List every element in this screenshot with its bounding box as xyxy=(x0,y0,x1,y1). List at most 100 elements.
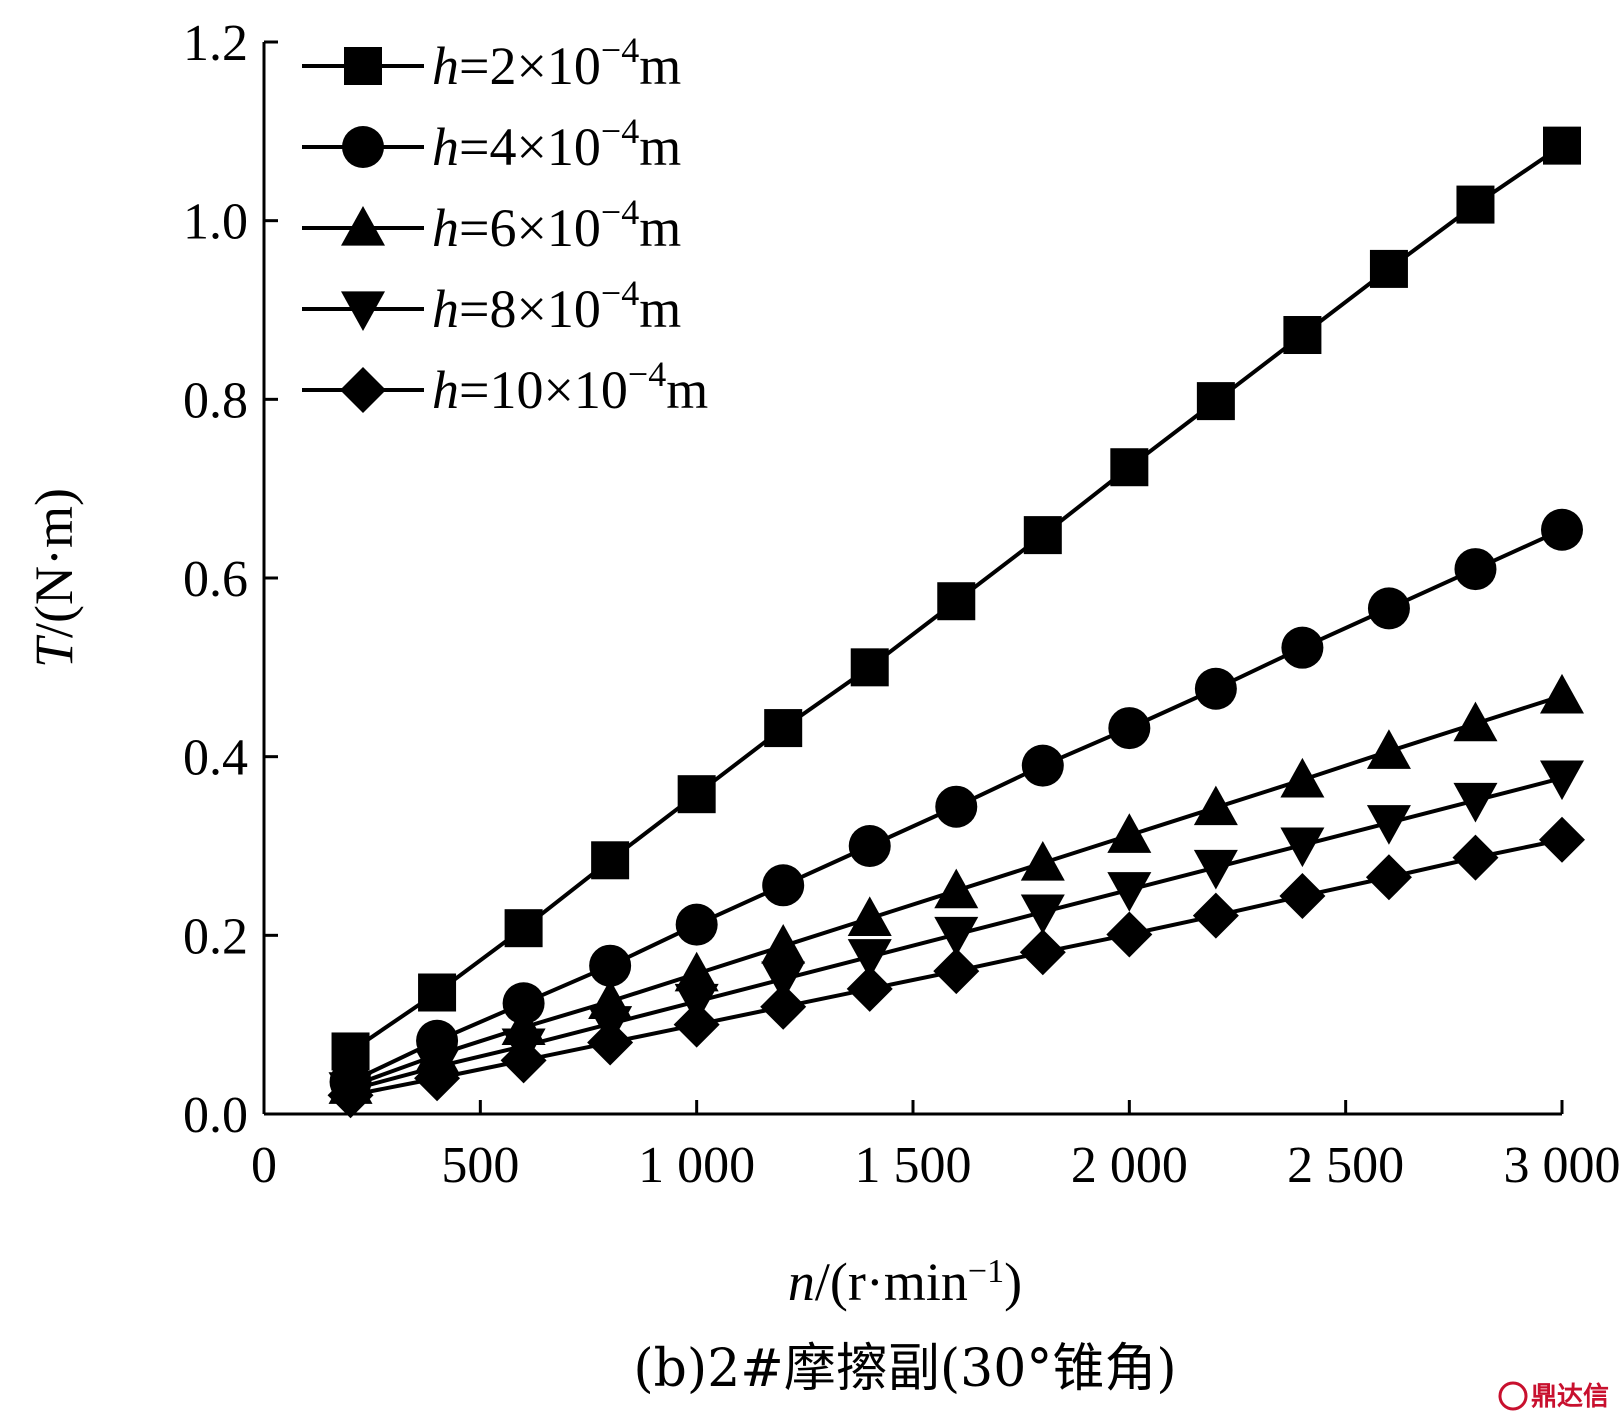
data-point xyxy=(1019,929,1066,976)
data-point xyxy=(764,709,803,748)
y-tick-label: 0.6 xyxy=(183,551,248,608)
figure-caption: (b)2#摩擦副(30°锥角) xyxy=(633,1339,1176,1399)
data-point xyxy=(1107,813,1152,853)
data-point xyxy=(1366,805,1411,845)
x-tick-label: 2 500 xyxy=(1287,1137,1404,1194)
data-point xyxy=(1196,382,1235,421)
y-tick-label: 0.4 xyxy=(183,730,248,787)
series-5 xyxy=(327,816,1585,1119)
x-tick-label: 0 xyxy=(251,1137,277,1194)
data-point xyxy=(1456,185,1495,224)
data-point xyxy=(502,982,545,1025)
x-tick-label: 3 000 xyxy=(1504,1137,1621,1194)
data-point xyxy=(674,951,719,992)
data-point xyxy=(500,1037,547,1084)
series-group xyxy=(327,126,1585,1119)
data-point xyxy=(1279,873,1326,920)
data-point xyxy=(1283,316,1322,355)
data-point xyxy=(761,924,806,964)
data-point xyxy=(504,909,543,948)
data-point xyxy=(1367,587,1410,630)
legend-item: h=10×10−4m xyxy=(302,354,708,420)
legend-label: h=2×10−4m xyxy=(432,30,681,96)
data-point xyxy=(418,973,457,1012)
x-tick-label: 500 xyxy=(441,1137,519,1194)
y-axis-title: T/(N·m) xyxy=(24,488,84,668)
x-axis-title: n/(r·min−1) xyxy=(788,1252,1022,1312)
series-1 xyxy=(331,126,1581,1071)
data-point xyxy=(677,775,716,814)
data-point xyxy=(935,785,978,828)
data-point xyxy=(1193,849,1238,890)
data-point xyxy=(1454,548,1497,591)
data-point xyxy=(847,939,892,979)
data-point xyxy=(1539,816,1585,863)
legend-marker xyxy=(341,206,385,246)
legend-item: h=8×10−4m xyxy=(302,273,681,339)
data-point xyxy=(327,1072,374,1119)
data-point xyxy=(846,965,893,1012)
legend-item: h=4×10−4m xyxy=(302,111,681,177)
data-point xyxy=(1541,508,1583,551)
data-point xyxy=(934,916,979,957)
data-point xyxy=(1194,667,1237,710)
data-point xyxy=(1540,673,1584,714)
legend-label: h=4×10−4m xyxy=(432,111,681,177)
data-point xyxy=(1020,894,1065,935)
data-point xyxy=(1021,744,1064,787)
data-point xyxy=(1366,729,1411,769)
data-point xyxy=(1108,707,1151,750)
legend-marker xyxy=(341,291,385,331)
data-point xyxy=(1192,892,1239,939)
data-point xyxy=(1107,872,1152,912)
y-tick-label: 1.0 xyxy=(183,194,248,251)
data-point xyxy=(1453,701,1498,742)
data-point xyxy=(587,1019,634,1066)
watermark-text: 鼎达信 xyxy=(1531,1382,1609,1412)
axes: 0 500 1 000 1 500 2 000 2 500 3 000 0.0 0.2 0.4 0.… xyxy=(183,15,1621,1194)
legend-label: h=10×10−4m xyxy=(432,354,708,420)
data-point xyxy=(1110,448,1149,487)
legend-label: h=8×10−4m xyxy=(432,273,681,339)
data-point xyxy=(675,903,718,946)
data-point xyxy=(1365,854,1412,901)
data-point xyxy=(1193,785,1238,826)
data-point xyxy=(1543,126,1581,165)
data-point xyxy=(1280,827,1325,868)
x-tick-label: 2 000 xyxy=(1071,1137,1188,1194)
series-2 xyxy=(329,508,1583,1103)
data-point xyxy=(934,868,979,909)
data-point xyxy=(1280,757,1325,798)
y-tick-label: 1.2 xyxy=(183,15,248,72)
legend-marker xyxy=(342,126,384,168)
legend: h=2×10−4m h=4×10−4m h=6×10−4m h=8×10−4m h=10… xyxy=(302,30,708,420)
data-point xyxy=(1540,760,1584,801)
data-point xyxy=(1453,782,1498,823)
data-point xyxy=(1452,834,1499,881)
legend-item: h=2×10−4m xyxy=(302,30,681,96)
data-point xyxy=(848,825,891,867)
data-point xyxy=(762,864,805,907)
data-point xyxy=(1369,249,1408,288)
legend-marker xyxy=(344,47,382,85)
y-tick-label: 0.2 xyxy=(183,908,248,965)
data-point xyxy=(1020,840,1065,881)
data-point xyxy=(591,841,630,880)
data-point xyxy=(673,1001,720,1048)
data-point xyxy=(1281,626,1324,669)
data-point xyxy=(760,983,807,1030)
axis-labels: n/(r·min−1) T/(N·m) xyxy=(24,488,1022,1312)
data-point xyxy=(414,1055,461,1102)
data-point xyxy=(1023,516,1062,555)
x-tick-label: 1 000 xyxy=(638,1137,755,1194)
y-tick-label: 0.8 xyxy=(183,372,248,429)
data-point xyxy=(850,648,889,687)
data-point xyxy=(933,948,980,995)
data-point xyxy=(847,896,892,936)
data-point xyxy=(1106,911,1153,958)
data-point xyxy=(761,961,806,1002)
legend-item: h=6×10−4m xyxy=(302,192,681,258)
data-point xyxy=(937,582,976,621)
data-point xyxy=(589,944,632,987)
